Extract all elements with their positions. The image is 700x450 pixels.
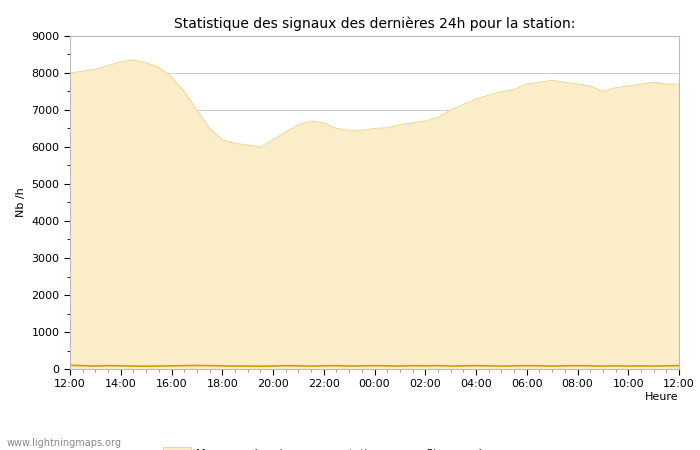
Text: www.lightningmaps.org: www.lightningmaps.org bbox=[7, 438, 122, 448]
Y-axis label: Nb /h: Nb /h bbox=[16, 188, 26, 217]
Legend: Moyenne des signaux par station, Signaux de: Moyenne des signaux par station, Signaux… bbox=[158, 443, 493, 450]
Title: Statistique des signaux des dernières 24h pour la station:: Statistique des signaux des dernières 24… bbox=[174, 16, 575, 31]
X-axis label: Heure: Heure bbox=[645, 392, 679, 402]
